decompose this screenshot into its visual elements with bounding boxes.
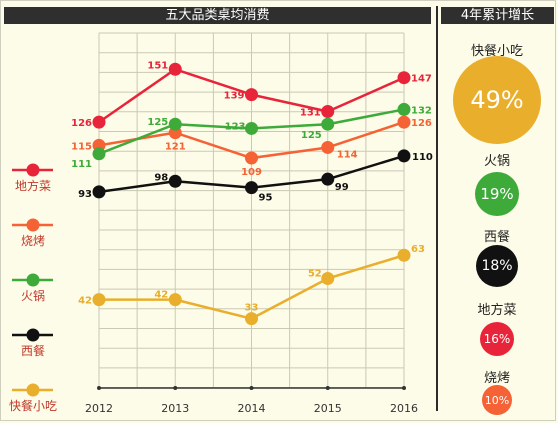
- data-label: 33: [245, 303, 259, 314]
- data-point: [245, 181, 258, 195]
- data-label: 95: [259, 193, 273, 204]
- data-label: 111: [71, 159, 92, 170]
- data-point: [92, 147, 106, 161]
- data-point: [245, 312, 258, 326]
- data-label: 115: [71, 141, 92, 152]
- growth-bubble: 19%: [475, 172, 519, 216]
- x-tick-label: 2014: [238, 402, 266, 415]
- data-point: [168, 117, 182, 131]
- data-label: 126: [411, 118, 432, 129]
- legend-swatch-dot: [26, 163, 40, 177]
- data-label: 109: [241, 167, 262, 178]
- data-label: 147: [411, 74, 432, 85]
- data-point: [245, 151, 258, 165]
- legend-swatch-dot: [26, 383, 40, 397]
- data-label: 132: [411, 105, 432, 116]
- data-label: 123: [225, 121, 246, 132]
- data-label: 98: [154, 172, 168, 183]
- growth-bubble: 10%: [482, 385, 512, 415]
- data-point: [397, 71, 411, 85]
- data-label: 42: [78, 296, 92, 307]
- x-axis-dot: [402, 386, 406, 390]
- x-axis-dot: [173, 386, 178, 390]
- growth-category-label: 西餐: [483, 230, 510, 245]
- growth-category-label: 地方菜: [477, 303, 517, 318]
- chart-title: 五大品类桌均消费: [4, 7, 431, 24]
- data-point: [245, 88, 258, 102]
- data-point: [92, 115, 106, 129]
- x-axis-dot: [97, 386, 101, 390]
- data-point: [397, 115, 411, 129]
- growth-title: 4年累计增长: [441, 7, 554, 24]
- data-point: [92, 185, 106, 199]
- x-axis-dot: [325, 386, 330, 390]
- line-chart: 2012 2013 2014 2015 2016 126 151 139 131 147 115 12…: [9, 32, 433, 415]
- legend-label: 火锅: [21, 288, 45, 303]
- data-label: 114: [337, 149, 358, 160]
- x-axis-dot: [249, 386, 254, 390]
- data-point: [397, 149, 411, 163]
- data-point: [168, 293, 182, 307]
- data-label: 63: [411, 244, 425, 255]
- growth-category-label: 烧烤: [483, 371, 510, 386]
- data-point: [321, 105, 335, 119]
- legend-label: 西餐: [21, 343, 45, 358]
- data-label: 52: [308, 268, 322, 279]
- legend-label: 地方菜: [15, 178, 51, 193]
- legend-label: 快餐小吃: [9, 398, 57, 413]
- x-tick-label: 2015: [314, 402, 342, 415]
- growth-category-label: 快餐小吃: [470, 44, 523, 59]
- data-point: [397, 248, 411, 262]
- data-label: 110: [412, 152, 433, 163]
- x-tick-label: 2013: [161, 402, 189, 415]
- panel-divider: [436, 6, 438, 411]
- data-point: [168, 174, 182, 188]
- data-label: 126: [71, 118, 92, 129]
- data-label: 99: [335, 182, 349, 193]
- data-point: [321, 140, 335, 154]
- legend-label: 烧烤: [21, 233, 45, 248]
- legend-swatch-dot: [26, 218, 40, 232]
- data-label: 121: [165, 142, 186, 153]
- data-label: 139: [224, 91, 245, 102]
- data-label: 151: [147, 60, 168, 71]
- legend-swatch-dot: [26, 273, 40, 287]
- data-point: [321, 117, 335, 131]
- data-point: [245, 121, 258, 135]
- legend-swatch-dot: [26, 328, 40, 342]
- data-label: 125: [301, 130, 322, 141]
- x-tick-label: 2016: [390, 402, 418, 415]
- data-label: 125: [147, 117, 168, 128]
- data-point: [321, 271, 335, 285]
- growth-category-label: 火锅: [483, 154, 510, 169]
- data-label: 131: [300, 108, 321, 119]
- data-point: [168, 62, 182, 76]
- data-label: 93: [78, 189, 92, 200]
- growth-bubble: 18%: [476, 245, 518, 287]
- data-label: 42: [154, 290, 168, 301]
- data-point: [321, 172, 335, 186]
- data-point: [92, 293, 106, 307]
- growth-bubble: 49%: [453, 56, 541, 144]
- x-tick-label: 2012: [85, 402, 113, 415]
- data-point: [397, 102, 411, 116]
- growth-bubble: 16%: [480, 322, 514, 356]
